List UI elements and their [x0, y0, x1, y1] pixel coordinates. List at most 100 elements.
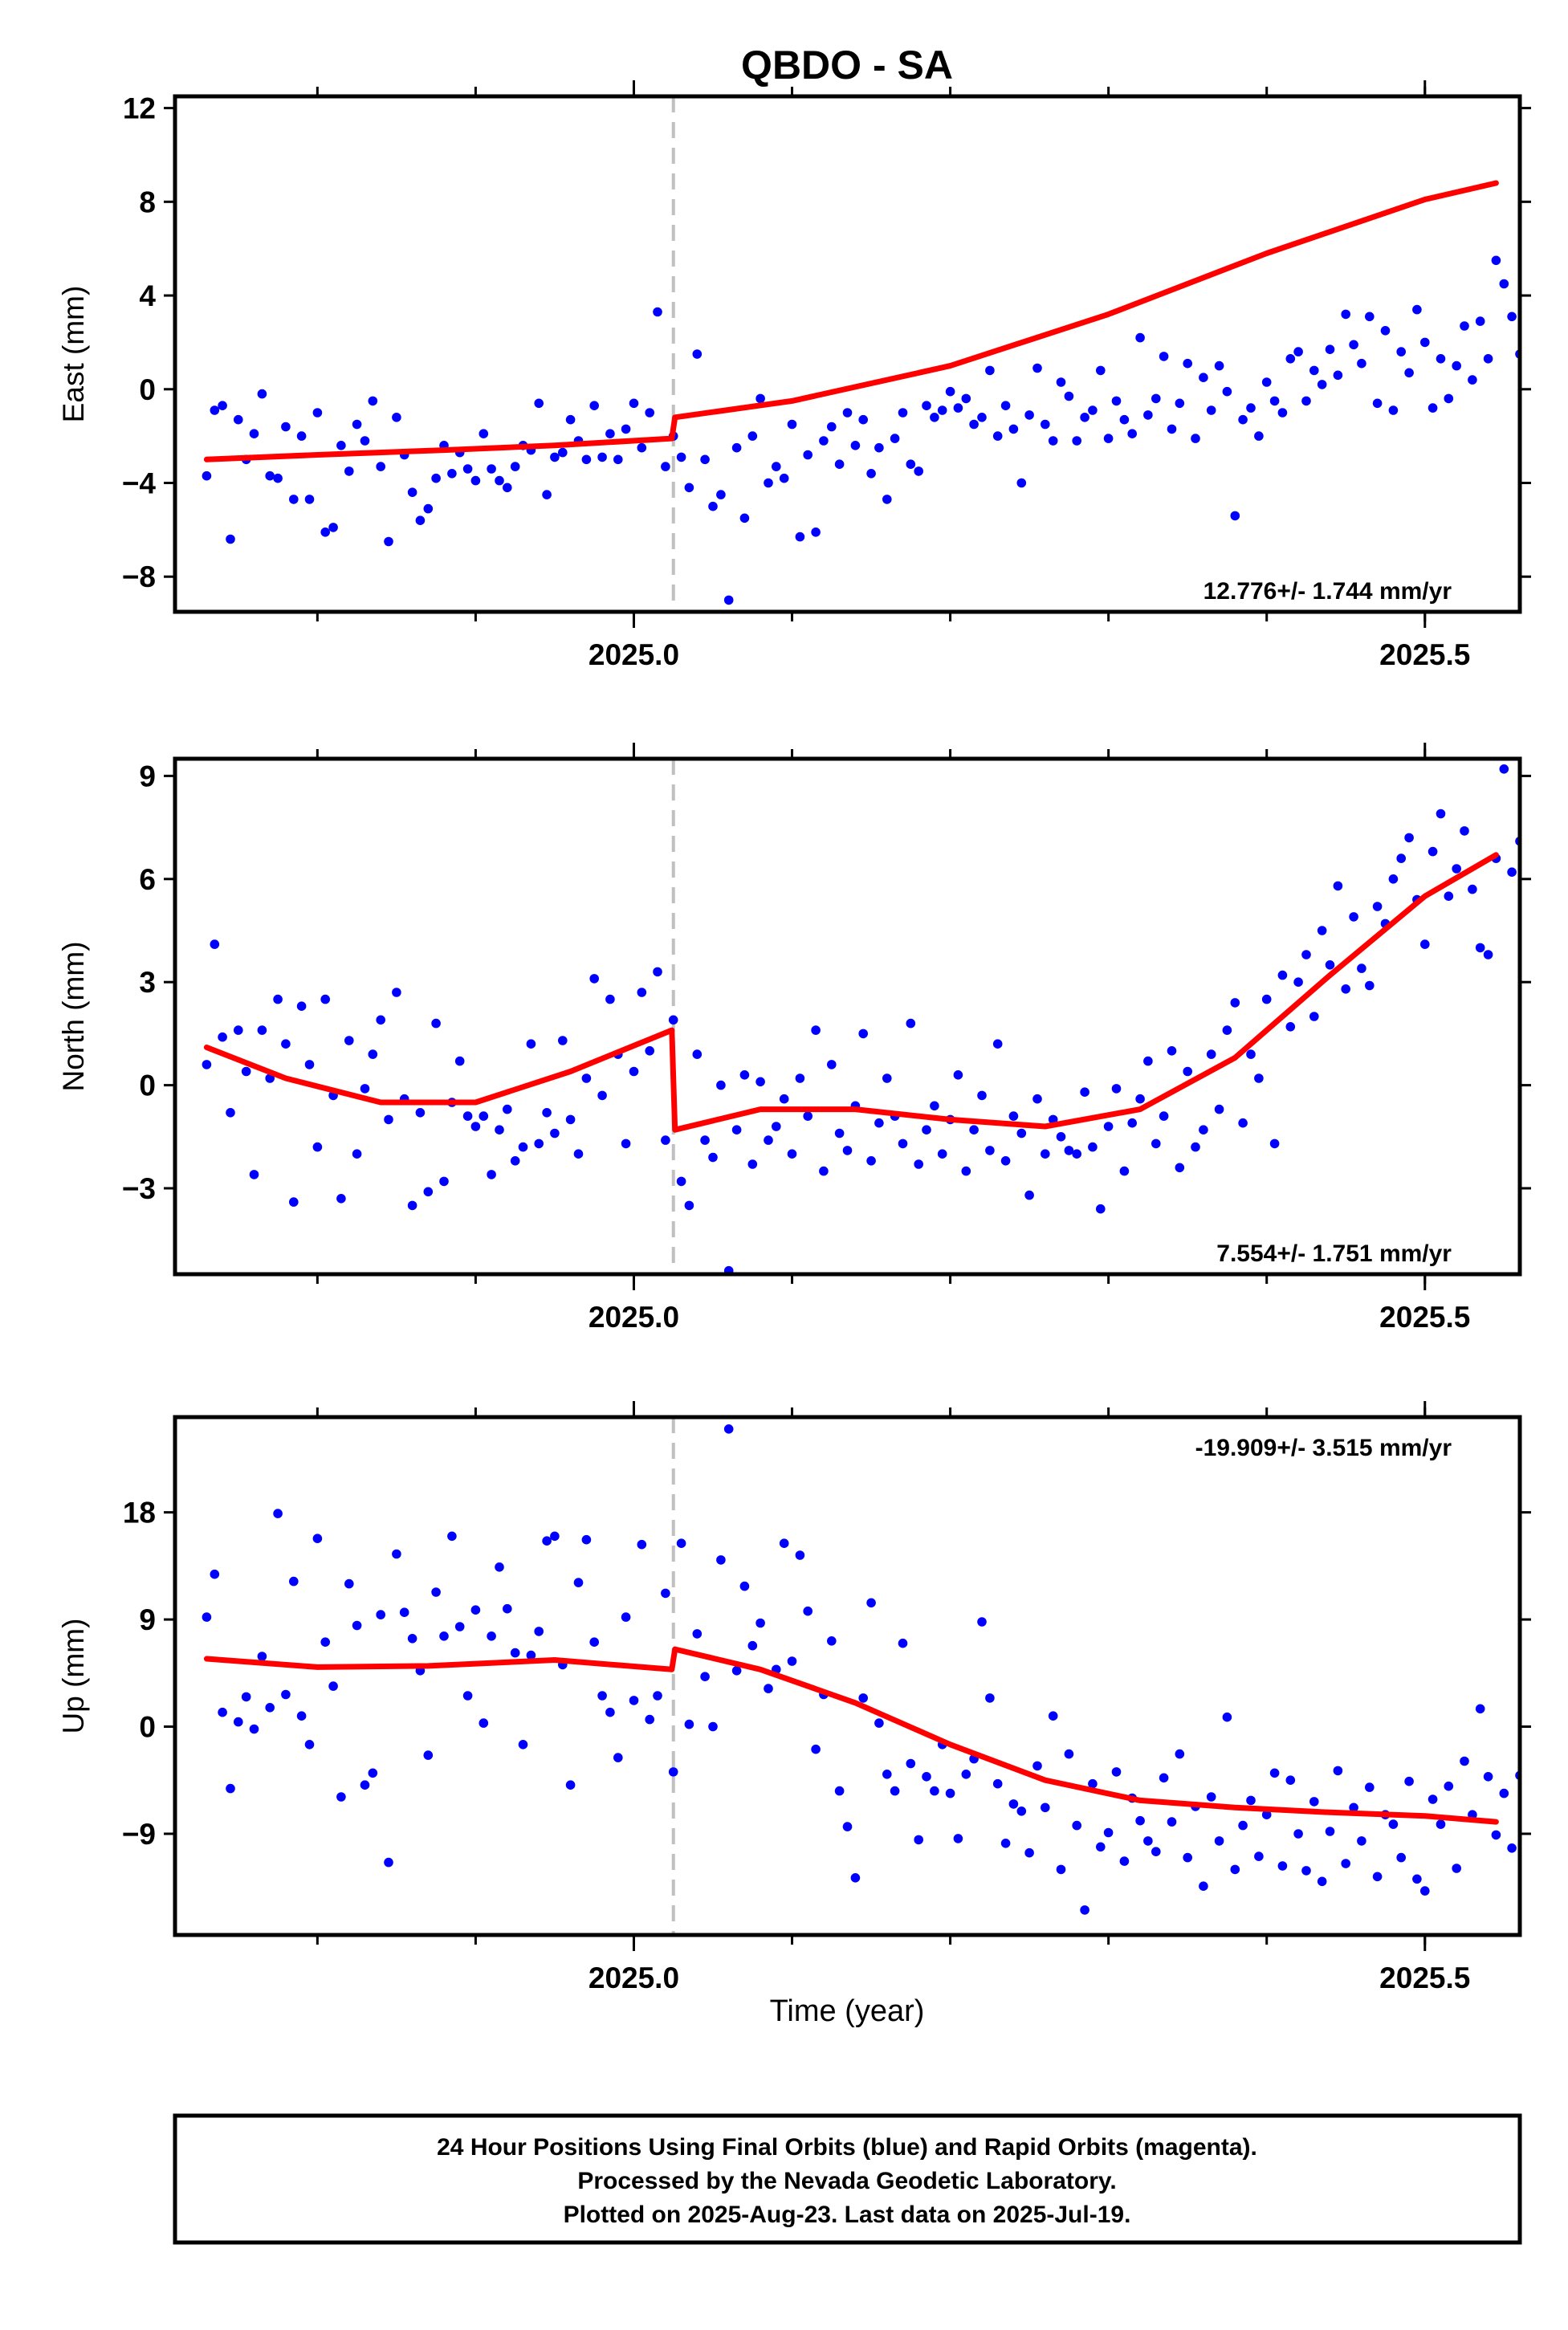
north-data-point: [842, 1146, 853, 1155]
east-data-point: [747, 431, 758, 441]
up-fit-curve: [203, 1646, 1499, 1825]
north-data-point: [487, 1170, 496, 1179]
north-data-point: [1285, 1022, 1296, 1032]
north-data-point: [795, 1073, 805, 1083]
up-data-point: [1404, 1776, 1414, 1786]
north-data-point: [676, 1176, 686, 1187]
north-data-point: [1008, 1111, 1019, 1121]
up-data-point: [407, 1634, 417, 1644]
east-data-point: [503, 483, 512, 493]
east-data-point: [1452, 360, 1461, 371]
up-data-point: [621, 1612, 631, 1622]
north-data-point: [281, 1039, 291, 1049]
east-data-point: [811, 528, 821, 537]
east-data-point: [1024, 410, 1034, 420]
east-points: [202, 255, 1520, 605]
east-data-point: [550, 452, 560, 462]
up-data-point: [605, 1707, 615, 1717]
north-data-point: [1199, 1125, 1208, 1134]
north-data-point: [629, 1066, 639, 1077]
north-data-point: [423, 1187, 434, 1197]
up-data-point: [1024, 1847, 1034, 1858]
east-data-point: [447, 469, 457, 479]
east-data-point: [234, 414, 243, 425]
east-data-point: [629, 398, 639, 409]
up-data-point: [312, 1534, 323, 1543]
east-data-point: [423, 503, 434, 514]
north-data-point: [739, 1070, 750, 1080]
north-x-tick-label: 2025.0: [589, 1301, 679, 1334]
north-data-point: [218, 1032, 227, 1042]
up-data-point: [565, 1780, 576, 1790]
north-data-point: [344, 1036, 354, 1045]
east-data-point: [565, 414, 576, 425]
north-rate-label: 7.554+/- 1.751 mm/yr: [1216, 1240, 1452, 1267]
north-data-point: [1000, 1156, 1011, 1166]
east-data-point: [510, 462, 520, 471]
north-data-point: [1246, 1049, 1256, 1059]
east-data-point: [692, 349, 703, 359]
north-data-point: [1372, 902, 1383, 911]
north-fit-curve: [203, 852, 1499, 1133]
north-data-point: [1135, 1094, 1145, 1104]
up-data-point: [296, 1711, 307, 1721]
east-data-point: [613, 454, 623, 465]
north-data-point: [898, 1139, 908, 1149]
north-data-point: [257, 1025, 267, 1035]
up-data-point: [890, 1786, 900, 1796]
east-data-point: [1349, 340, 1358, 350]
east-data-point: [597, 452, 607, 462]
north-data-point: [241, 1066, 251, 1077]
up-data-point: [542, 1536, 552, 1546]
east-data-point: [1032, 363, 1042, 373]
east-data-point: [739, 513, 750, 523]
up-data-point: [1056, 1864, 1066, 1875]
north-data-point: [462, 1111, 473, 1121]
east-data-point: [1080, 413, 1089, 422]
east-data-point: [249, 429, 259, 438]
east-data-point: [1325, 344, 1335, 355]
north-data-point: [1238, 1118, 1248, 1128]
north-data-point: [565, 1114, 576, 1125]
up-data-point: [1135, 1815, 1145, 1826]
north-data-point: [764, 1135, 773, 1145]
up-data-point: [1064, 1749, 1074, 1759]
north-data-point: [503, 1104, 512, 1114]
east-data-point: [1111, 396, 1122, 406]
north-data-point: [1041, 1149, 1050, 1159]
north-data-point: [866, 1156, 876, 1166]
north-data-point: [573, 1149, 584, 1159]
east-data-point: [819, 436, 829, 446]
up-data-point: [1460, 1756, 1469, 1766]
north-data-point: [819, 1166, 829, 1176]
up-data-point: [1277, 1861, 1288, 1871]
up-data-point: [764, 1684, 773, 1693]
east-data-point: [1016, 478, 1027, 488]
up-data-point: [1396, 1852, 1406, 1863]
north-data-point: [811, 1025, 821, 1035]
east-data-point: [1475, 316, 1485, 326]
up-data-point: [210, 1569, 220, 1579]
north-data-point: [961, 1166, 971, 1176]
north-data-point: [289, 1197, 299, 1207]
north-data-point: [1183, 1066, 1192, 1077]
east-data-point: [1427, 403, 1438, 413]
up-data-point: [930, 1786, 939, 1796]
east-fit-curve: [203, 180, 1499, 462]
north-y-tick-label: −3: [122, 1172, 156, 1205]
north-data-point: [1452, 864, 1461, 874]
up-data-point: [613, 1753, 623, 1762]
chart-title: QBDO - SA: [741, 43, 953, 88]
up-data-point: [1103, 1827, 1114, 1838]
up-data-point: [320, 1637, 331, 1647]
north-data-point: [906, 1018, 916, 1029]
east-data-point: [661, 462, 670, 471]
up-data-point: [202, 1612, 212, 1622]
up-data-point: [1072, 1820, 1081, 1831]
up-panel: 2025.0 2025.5 18 9 0 −9 Up (mm) -19.909+/- 3.51…: [57, 1401, 1531, 1994]
east-data-point: [479, 429, 489, 438]
north-data-point: [661, 1135, 670, 1145]
north-data-point: [1024, 1190, 1034, 1200]
up-data-point: [573, 1578, 584, 1587]
east-data-point: [850, 441, 861, 450]
